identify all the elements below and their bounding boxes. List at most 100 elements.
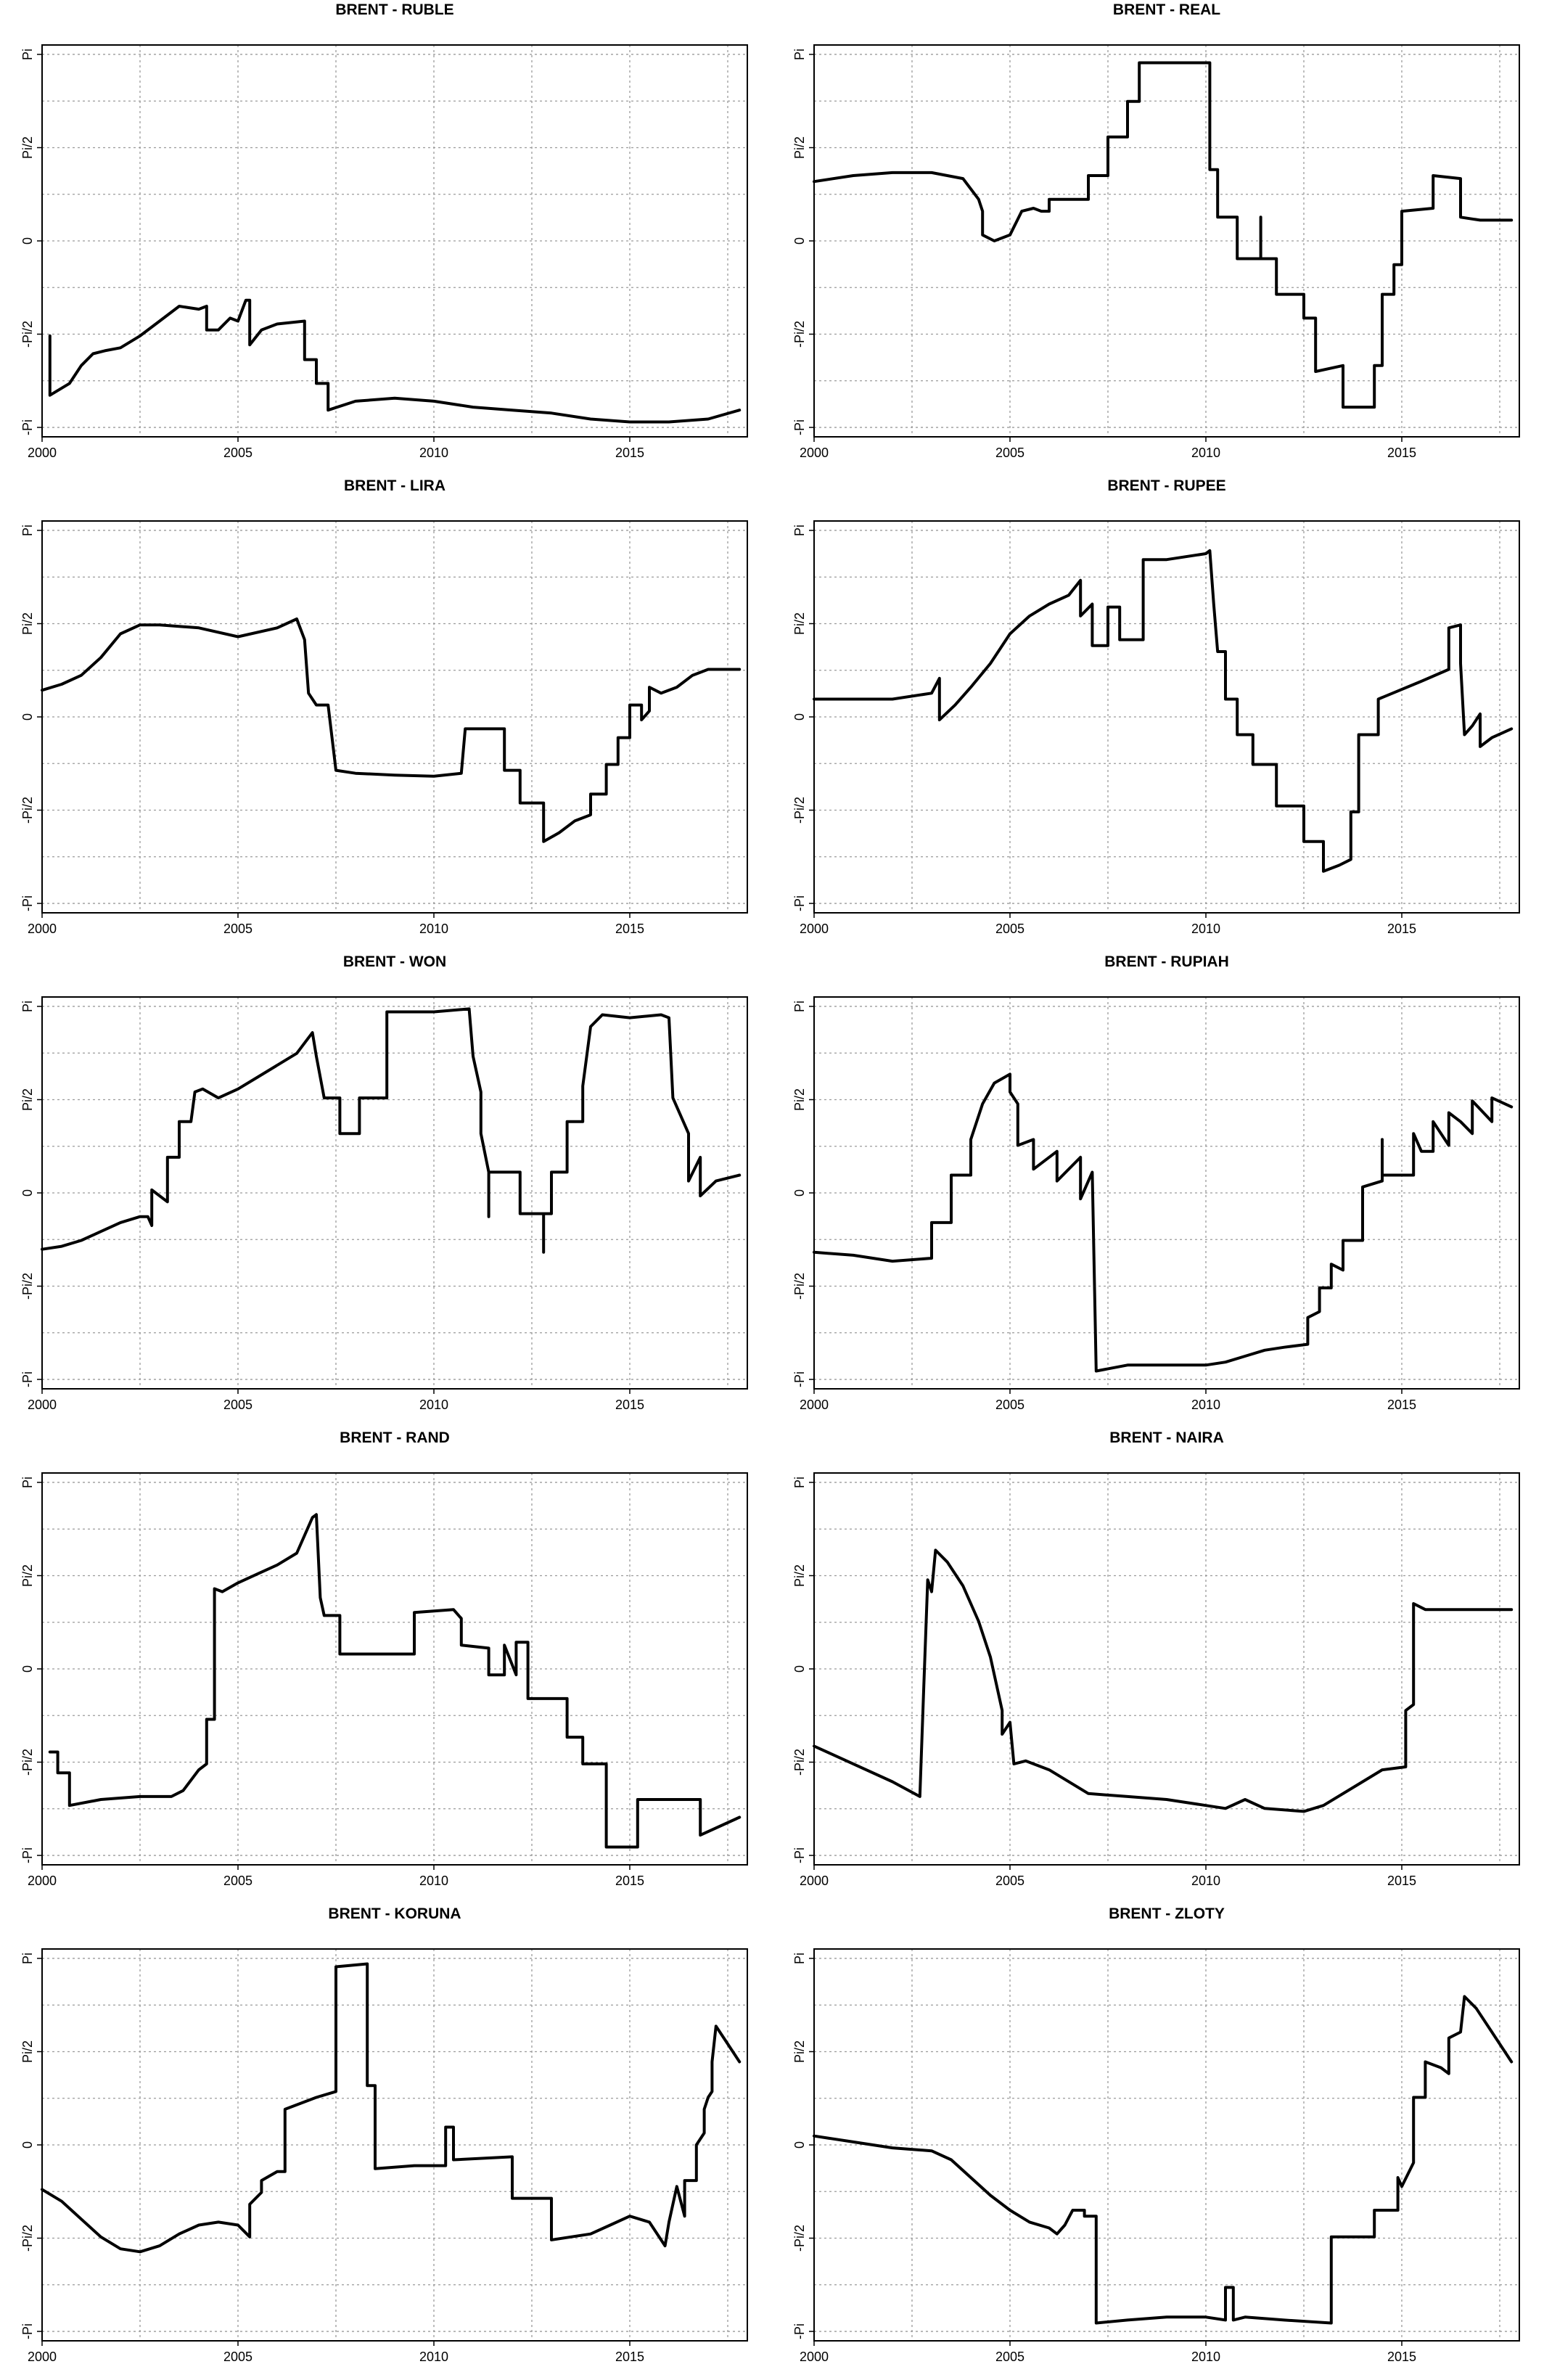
chart-title: BRENT - RUPIAH (1104, 953, 1229, 970)
x-tick-label: 2015 (1387, 446, 1416, 460)
x-tick-label: 2015 (615, 922, 644, 936)
x-tick-label: 2000 (800, 446, 829, 460)
x-tick-label: 2010 (1191, 2350, 1220, 2364)
y-tick-label: -Pi/2 (20, 321, 35, 348)
x-tick-label: 2000 (800, 2350, 829, 2364)
x-tick-label: 2005 (223, 1398, 252, 1412)
chart-svg: BRENT - KORUNA -Pi -Pi/2 0 Pi/2 Pi 2000 2005 201… (20, 1905, 748, 2364)
x-tick-label: 2000 (800, 1398, 829, 1412)
y-tick-label: Pi (20, 49, 35, 60)
x-tick-label: 2010 (419, 2350, 448, 2364)
y-tick-label: 0 (20, 2141, 35, 2149)
y-tick-label: Pi/2 (20, 612, 35, 635)
x-tick-label: 2000 (800, 922, 829, 936)
chart-title: BRENT - RAND (340, 1429, 450, 1446)
series-line (48, 298, 742, 424)
series-line (48, 1513, 742, 1849)
series-line (813, 61, 1514, 409)
y-tick-label: Pi (20, 525, 35, 536)
y-tick-label: Pi/2 (792, 612, 807, 635)
chart-svg: BRENT - NAIRA -Pi -Pi/2 0 Pi/2 Pi 2000 2005 2010… (792, 1429, 1520, 1888)
y-tick-label: 0 (792, 1189, 807, 1197)
x-tick-label: 2010 (1191, 446, 1220, 460)
series-line (41, 1007, 742, 1254)
y-tick-label: -Pi (20, 895, 35, 911)
y-tick-label: -Pi (20, 2323, 35, 2339)
chart-title: BRENT - WON (343, 953, 446, 970)
y-tick-label: -Pi/2 (20, 2225, 35, 2252)
chart-svg: BRENT - RUPEE -Pi -Pi/2 0 Pi/2 Pi 2000 2005 2010… (792, 477, 1520, 936)
y-tick-label: Pi/2 (792, 2040, 807, 2063)
y-tick-label: Pi/2 (792, 136, 807, 159)
y-tick-label: Pi/2 (20, 136, 35, 159)
y-tick-label: Pi/2 (20, 2040, 35, 2063)
y-tick-label: -Pi (792, 2323, 807, 2339)
x-tick-label: 2005 (995, 2350, 1024, 2364)
series-line (813, 1548, 1514, 1813)
chart-panel-8: BRENT - NAIRA -Pi -Pi/2 0 Pi/2 Pi 2000 2005 2010… (772, 1428, 1544, 1904)
chart-panel-9: BRENT - KORUNA -Pi -Pi/2 0 Pi/2 Pi 2000 2005 201… (0, 1904, 772, 2380)
chart-title: BRENT - NAIRA (1109, 1429, 1224, 1446)
y-tick-label: Pi (20, 1477, 35, 1488)
chart-panel-6: BRENT - RUPIAH -Pi -Pi/2 0 Pi/2 Pi 2000 2005 201… (772, 952, 1544, 1428)
chart-panel-1: BRENT - RUBLE -Pi -Pi/2 0 Pi/2 Pi 2000 2005 2010… (0, 0, 772, 476)
x-tick-label: 2000 (28, 922, 57, 936)
y-tick-label: Pi/2 (20, 1564, 35, 1587)
y-tick-label: Pi (20, 1953, 35, 1964)
x-tick-label: 2005 (995, 1398, 1024, 1412)
x-tick-label: 2005 (223, 922, 252, 936)
y-tick-label: -Pi (20, 1371, 35, 1387)
y-tick-label: 0 (20, 237, 35, 245)
x-tick-label: 2015 (1387, 1398, 1416, 1412)
chart-panel-5: BRENT - WON -Pi -Pi/2 0 Pi/2 Pi 2000 2005 2010 20… (0, 952, 772, 1428)
x-tick-label: 2010 (419, 446, 448, 460)
series-line (813, 1072, 1514, 1373)
x-tick-label: 2015 (1387, 922, 1416, 936)
y-tick-label: -Pi/2 (20, 797, 35, 824)
x-tick-label: 2015 (615, 1874, 644, 1888)
chart-title: BRENT - KORUNA (328, 1905, 461, 1922)
x-tick-label: 2005 (995, 922, 1024, 936)
chart-svg: BRENT - WON -Pi -Pi/2 0 Pi/2 Pi 2000 2005 2010 20… (20, 953, 748, 1412)
y-tick-label: Pi (792, 49, 807, 60)
y-tick-label: Pi/2 (20, 1088, 35, 1111)
y-tick-label: -Pi/2 (792, 1749, 807, 1776)
x-tick-label: 2015 (1387, 1874, 1416, 1888)
chart-panel-7: BRENT - RAND -Pi -Pi/2 0 Pi/2 Pi 2000 2005 2010 2… (0, 1428, 772, 1904)
y-tick-label: 0 (792, 713, 807, 721)
x-tick-label: 2015 (1387, 2350, 1416, 2364)
chart-svg: BRENT - RAND -Pi -Pi/2 0 Pi/2 Pi 2000 2005 2010 2… (20, 1429, 748, 1888)
x-tick-label: 2000 (28, 1398, 57, 1412)
chart-svg: BRENT - RUPIAH -Pi -Pi/2 0 Pi/2 Pi 2000 2005 201… (792, 953, 1520, 1412)
y-tick-label: 0 (792, 2141, 807, 2149)
y-tick-label: Pi/2 (792, 1088, 807, 1111)
y-tick-label: -Pi/2 (792, 1273, 807, 1300)
y-tick-label: -Pi (20, 1847, 35, 1863)
x-tick-label: 2010 (1191, 1874, 1220, 1888)
chart-title: BRENT - RUBLE (335, 1, 453, 18)
chart-svg: BRENT - ZLOTY -Pi -Pi/2 0 Pi/2 Pi 2000 2005 2010… (792, 1905, 1520, 2364)
y-tick-label: Pi (792, 525, 807, 536)
y-tick-label: -Pi (792, 1847, 807, 1863)
series-line (813, 549, 1514, 873)
chart-svg: BRENT - RUBLE -Pi -Pi/2 0 Pi/2 Pi 2000 2005 2010… (20, 1, 748, 460)
x-tick-label: 2010 (419, 1398, 448, 1412)
y-tick-label: 0 (792, 237, 807, 245)
y-tick-label: Pi/2 (792, 1564, 807, 1587)
y-tick-label: Pi (792, 1953, 807, 1964)
x-tick-label: 2005 (223, 1874, 252, 1888)
y-tick-label: 0 (792, 1665, 807, 1673)
x-tick-label: 2005 (995, 1874, 1024, 1888)
x-tick-label: 2005 (223, 446, 252, 460)
y-tick-label: -Pi/2 (20, 1273, 35, 1300)
chart-title: BRENT - ZLOTY (1109, 1905, 1225, 1922)
chart-svg: BRENT - LIRA -Pi -Pi/2 0 Pi/2 Pi 2000 2005 2010 2… (20, 477, 748, 936)
chart-title: BRENT - RUPEE (1107, 477, 1225, 494)
x-tick-label: 2010 (419, 922, 448, 936)
series-line (813, 1995, 1514, 2325)
chart-title: BRENT - LIRA (344, 477, 445, 494)
y-tick-label: -Pi/2 (792, 797, 807, 824)
y-tick-label: -Pi (792, 419, 807, 435)
chart-panel-3: BRENT - LIRA -Pi -Pi/2 0 Pi/2 Pi 2000 2005 2010 2… (0, 476, 772, 952)
